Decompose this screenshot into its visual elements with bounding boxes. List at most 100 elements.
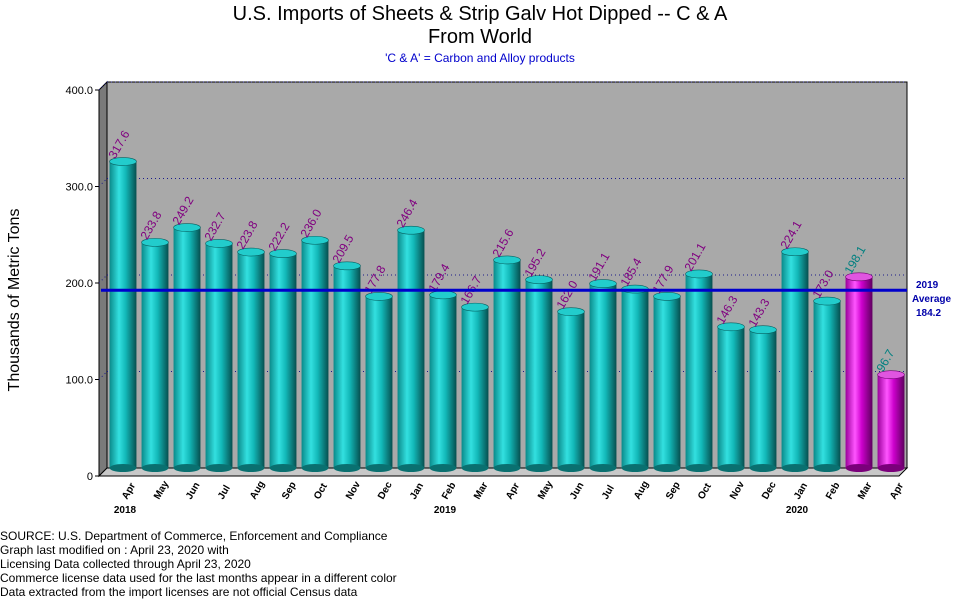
bar-base	[205, 464, 233, 472]
bar	[589, 283, 617, 468]
bar-cap	[781, 247, 809, 257]
bar-base	[877, 464, 905, 472]
y-tick-label: 0	[87, 471, 93, 483]
bar-cap	[717, 322, 745, 332]
bar-base	[397, 464, 425, 472]
bar-base	[781, 464, 809, 472]
bar-base	[429, 464, 457, 472]
bar-base	[621, 464, 649, 472]
bar-cap	[653, 292, 681, 301]
bar	[301, 240, 329, 468]
x-tick-label: Dec	[760, 480, 779, 502]
bar-base	[109, 464, 137, 472]
bar-cap	[205, 239, 233, 248]
source-line: Data extracted from the import licenses …	[0, 585, 358, 599]
x-tick-label: Sep	[280, 480, 299, 501]
bar	[365, 296, 393, 468]
bar-base	[525, 464, 553, 472]
y-tick-label: 400.0	[65, 85, 93, 97]
bar-base	[493, 464, 521, 472]
bar-cap	[589, 279, 617, 288]
bar-cap	[557, 307, 585, 316]
bar-base	[717, 464, 745, 472]
chart-subtitle: 'C & A' = Carbon and Alloy products	[385, 51, 575, 65]
bar	[525, 279, 553, 468]
bar	[333, 265, 361, 468]
x-tick-label: Aug	[248, 479, 267, 501]
x-tick-label: Mar	[856, 481, 874, 502]
bar-cap	[525, 275, 553, 284]
x-tick-label: May	[152, 479, 171, 502]
bar-base	[173, 464, 201, 472]
y-tick-label: 100.0	[65, 375, 93, 387]
plot-left-wall	[98, 80, 108, 478]
chart-title-line2: From World	[427, 26, 533, 48]
bar	[429, 294, 457, 468]
bar-base	[365, 464, 393, 472]
x-tick-label: Jan	[408, 481, 426, 501]
bar-cap	[845, 272, 873, 282]
bar-cap	[493, 255, 521, 265]
source-line: Licensing Data collected through April 2…	[0, 557, 251, 571]
bar-base	[845, 464, 873, 472]
bar	[557, 311, 585, 468]
average-value: 184.2	[916, 308, 942, 319]
bar-cap	[397, 225, 425, 235]
bar	[685, 273, 713, 468]
bar-base	[653, 464, 681, 472]
bar-cap	[173, 223, 201, 232]
x-tick-label: Jul	[600, 483, 617, 501]
x-tick-label: Apr	[504, 481, 522, 502]
source-line: Commerce license data used for the last …	[0, 571, 397, 585]
bar	[205, 243, 233, 468]
bar	[173, 227, 201, 468]
bar-cap	[269, 249, 297, 258]
bar-cap	[877, 370, 905, 379]
x-tick-label: Jul	[216, 483, 233, 501]
x-tick-label: Apr	[888, 481, 906, 502]
average-word: Average	[912, 294, 952, 305]
bar	[621, 289, 649, 468]
bar	[493, 259, 521, 468]
bar	[717, 326, 745, 468]
x-tick-label: Sep	[664, 480, 683, 501]
bar-base	[269, 464, 297, 472]
bar-cap	[813, 296, 841, 306]
bar	[781, 251, 809, 468]
bar-cap	[685, 269, 713, 279]
y-tick-label: 200.0	[65, 278, 93, 290]
bar	[397, 230, 425, 468]
bar	[461, 307, 489, 468]
bar-cap	[365, 292, 393, 301]
x-tick-label: Nov	[344, 479, 363, 501]
average-year: 2019	[916, 280, 939, 291]
bar-base	[557, 464, 585, 472]
bar-base	[813, 464, 841, 472]
bar-base	[589, 464, 617, 472]
source-notes: SOURCE: U.S. Department of Commerce, Enf…	[0, 529, 397, 599]
bar-cap	[333, 261, 361, 271]
x-tick-label: Oct	[312, 481, 330, 502]
bar-cap	[749, 325, 777, 335]
x-tick-label: Aug	[632, 479, 651, 501]
bar	[845, 276, 873, 468]
bar	[269, 253, 297, 468]
x-tick-label: May	[536, 479, 555, 502]
x-tick-label: Feb	[824, 481, 842, 502]
x-tick-label: Apr	[120, 481, 138, 502]
bar	[653, 296, 681, 468]
bar	[877, 374, 905, 468]
bar-base	[333, 464, 361, 472]
x-year-label: 2019	[434, 505, 457, 516]
x-tick-label: Jun	[184, 481, 202, 502]
x-tick-label: Mar	[472, 481, 490, 502]
source-line: Graph last modified on : April 23, 2020 …	[0, 543, 229, 557]
bar-cap	[109, 157, 137, 166]
x-tick-label: Feb	[440, 481, 458, 502]
x-tick-label: Oct	[696, 481, 714, 502]
bar-cap	[237, 247, 265, 257]
chart-title: U.S. Imports of Sheets & Strip Galv Hot …	[232, 3, 728, 25]
bar-cap	[301, 235, 329, 245]
bar-base	[685, 464, 713, 472]
